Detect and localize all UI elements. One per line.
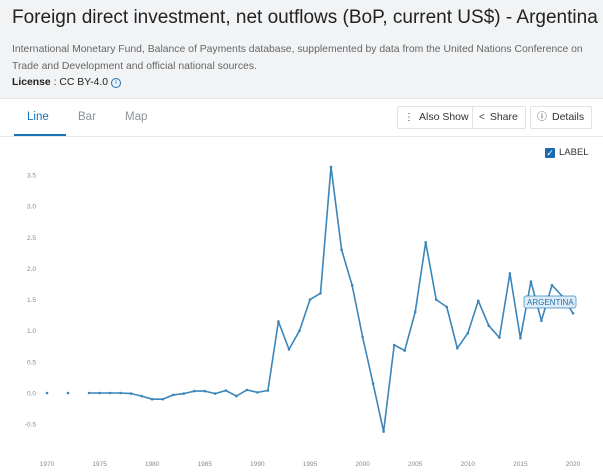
data-point[interactable] bbox=[477, 299, 480, 303]
y-tick-label: 3.5 bbox=[27, 173, 36, 180]
data-point[interactable] bbox=[424, 241, 428, 244]
data-point[interactable] bbox=[392, 343, 396, 347]
data-point[interactable] bbox=[456, 346, 459, 350]
data-point[interactable] bbox=[161, 397, 164, 401]
data-point[interactable] bbox=[371, 382, 375, 386]
license-line: License : CC BY-4.0 i bbox=[12, 77, 122, 88]
license-label: License bbox=[12, 77, 51, 88]
data-point[interactable] bbox=[287, 348, 291, 351]
series-label-argentina: ARGENTINA bbox=[523, 295, 577, 309]
data-point[interactable] bbox=[193, 389, 196, 393]
data-point[interactable] bbox=[403, 349, 407, 352]
x-tick-label: 1970 bbox=[40, 461, 55, 468]
data-point[interactable] bbox=[519, 336, 522, 340]
data-point[interactable] bbox=[498, 336, 501, 339]
details-label: Details bbox=[552, 111, 585, 123]
x-axis-ticks: 1970 1975 1980 1985 1990 1995 2000 2005 2010 2015… bbox=[40, 461, 581, 468]
data-point[interactable] bbox=[171, 393, 175, 397]
also-show-label: Also Show bbox=[419, 111, 469, 123]
x-tick-label: 2015 bbox=[513, 461, 528, 468]
data-point[interactable] bbox=[361, 335, 364, 339]
share-button[interactable]: < Share bbox=[472, 106, 526, 129]
x-tick-label: 2020 bbox=[566, 461, 581, 468]
data-point[interactable] bbox=[66, 391, 70, 395]
y-tick-label: 0.0 bbox=[27, 391, 36, 398]
active-tab-indicator bbox=[14, 134, 66, 136]
data-point[interactable] bbox=[508, 272, 512, 275]
x-tick-label: 1980 bbox=[145, 461, 160, 468]
y-tick-label: 2.5 bbox=[27, 235, 36, 242]
data-point[interactable] bbox=[87, 391, 91, 395]
series-points bbox=[45, 165, 575, 433]
x-tick-label: 2000 bbox=[355, 461, 370, 468]
x-tick-label: 1975 bbox=[92, 461, 107, 468]
data-point[interactable] bbox=[150, 397, 154, 401]
series-label-text: ARGENTINA bbox=[527, 298, 574, 307]
page-title: Foreign direct investment, net outflows … bbox=[12, 7, 598, 28]
data-point[interactable] bbox=[466, 331, 470, 335]
y-tick-label: 1.5 bbox=[27, 297, 36, 304]
y-tick-label: -0.5 bbox=[25, 422, 37, 429]
data-point[interactable] bbox=[235, 394, 238, 398]
data-point[interactable] bbox=[540, 319, 543, 323]
label-toggle[interactable]: ✓ LABEL bbox=[545, 147, 589, 158]
data-point[interactable] bbox=[182, 392, 186, 395]
data-point[interactable] bbox=[571, 312, 575, 315]
y-tick-label: 3.0 bbox=[27, 204, 36, 211]
y-tick-label: 1.0 bbox=[27, 328, 36, 335]
license-value: : CC BY-4.0 bbox=[50, 77, 109, 88]
data-point[interactable] bbox=[203, 389, 207, 393]
label-toggle-text: LABEL bbox=[559, 147, 589, 158]
data-point[interactable] bbox=[350, 283, 354, 287]
checkbox-checked-icon[interactable]: ✓ bbox=[545, 148, 555, 158]
info-icon[interactable]: i bbox=[111, 78, 122, 88]
data-point[interactable] bbox=[119, 391, 122, 395]
data-point[interactable] bbox=[108, 391, 112, 395]
x-tick-label: 2010 bbox=[461, 461, 476, 468]
tab-line[interactable]: Line bbox=[27, 111, 49, 123]
details-button[interactable]: ⓘ Details bbox=[530, 106, 593, 129]
x-tick-label: 2005 bbox=[408, 461, 423, 468]
data-point[interactable] bbox=[298, 329, 301, 333]
data-point[interactable] bbox=[308, 298, 312, 301]
data-point[interactable] bbox=[340, 248, 343, 251]
data-point[interactable] bbox=[413, 310, 417, 314]
data-point[interactable] bbox=[550, 283, 554, 287]
share-icon: < bbox=[479, 112, 485, 123]
data-point[interactable] bbox=[45, 391, 49, 395]
chart-panel: Line Bar Map ⋮ Also Show < Share ⓘ Details … bbox=[0, 98, 603, 473]
info-icon: ⓘ bbox=[537, 112, 547, 123]
tab-bar[interactable]: Bar bbox=[78, 111, 96, 123]
tabs-divider bbox=[0, 136, 603, 137]
data-point[interactable] bbox=[224, 389, 228, 392]
data-point[interactable] bbox=[434, 298, 438, 301]
series-line-argentina bbox=[89, 166, 574, 433]
x-tick-label: 1995 bbox=[303, 461, 318, 468]
data-point[interactable] bbox=[140, 394, 143, 398]
y-tick-label: 0.5 bbox=[27, 359, 36, 366]
data-point[interactable] bbox=[329, 165, 333, 169]
data-point[interactable] bbox=[529, 280, 533, 283]
data-point[interactable] bbox=[319, 292, 322, 295]
share-label: Share bbox=[489, 111, 518, 123]
data-point[interactable] bbox=[487, 324, 491, 328]
data-point[interactable] bbox=[382, 430, 385, 433]
tab-map[interactable]: Map bbox=[125, 111, 148, 123]
y-tick-label: 2.0 bbox=[27, 266, 36, 273]
also-show-button[interactable]: ⋮ Also Show bbox=[397, 106, 477, 129]
data-point[interactable] bbox=[214, 392, 217, 395]
data-point[interactable] bbox=[266, 389, 270, 392]
y-axis-ticks: 3.5 3.0 2.5 2.0 1.5 1.0 0.5 0.0 -0.5 bbox=[25, 173, 37, 429]
data-point[interactable] bbox=[129, 392, 133, 395]
data-point[interactable] bbox=[256, 391, 259, 394]
data-point[interactable] bbox=[445, 305, 449, 309]
x-tick-label: 1990 bbox=[250, 461, 265, 468]
data-point[interactable] bbox=[98, 391, 101, 395]
x-tick-label: 1985 bbox=[198, 461, 213, 468]
vertical-ellipsis-icon: ⋮ bbox=[404, 112, 414, 123]
data-point[interactable] bbox=[245, 388, 249, 392]
data-point[interactable] bbox=[277, 320, 280, 323]
source-description: International Monetary Fund, Balance of … bbox=[12, 44, 583, 72]
